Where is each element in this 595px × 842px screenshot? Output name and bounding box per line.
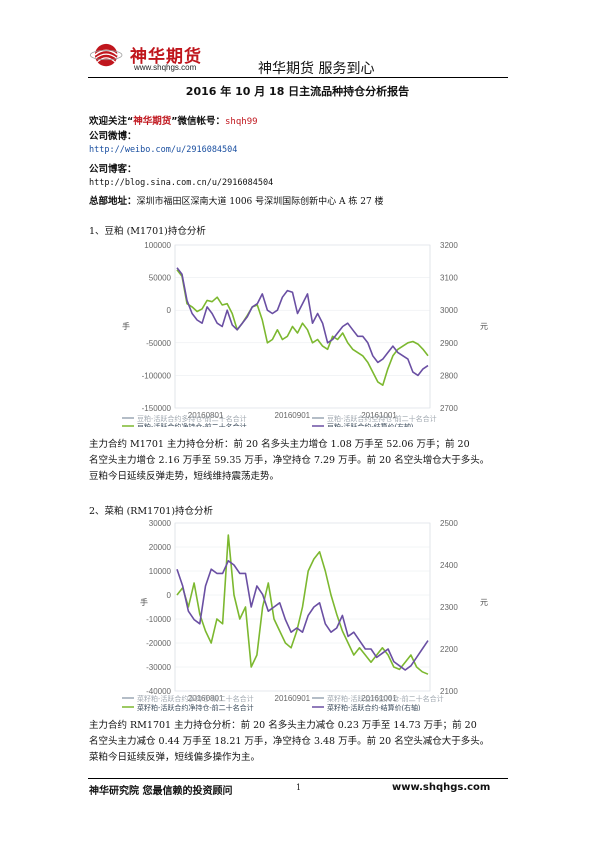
- legend-entry: 菜籽粕-活跃合约空持仓-前二十名合计: [327, 694, 444, 703]
- y-tick-label: 10000: [149, 567, 172, 576]
- y2-axis-unit: 元: [480, 322, 488, 331]
- company-logo: 神华期货 www.shqhgs.com: [88, 42, 228, 76]
- y2-tick-label: 2500: [440, 519, 458, 528]
- y-tick-label: 100000: [144, 241, 171, 250]
- y-axis-unit: 手: [140, 597, 148, 607]
- x-tick-label: 20160801: [188, 411, 224, 420]
- blog-label: 公司博客：: [89, 164, 137, 175]
- address-line: 总部地址：深圳市福田区深南大道 1006 号深圳国际创新中心 A 栋 27 楼: [89, 193, 384, 207]
- y-tick-label: 30000: [149, 519, 172, 528]
- y2-tick-label: 2700: [440, 404, 458, 413]
- analysis-line: 名空头主力增仓 2.16 万手至 59.35 万手，净空持仓 7.29 万手。前…: [89, 455, 490, 466]
- legend-entry: 菜籽粕-活跃合约-结算价(右轴): [327, 703, 420, 711]
- logo-brand-text: 神华期货: [130, 47, 202, 67]
- globe-logo-icon: [89, 43, 123, 67]
- analysis-line: 名空头主力减仓 0.44 万手至 18.21 万手，净空持仓 3.48 万手。前…: [89, 736, 490, 747]
- y2-tick-label: 2400: [440, 561, 458, 570]
- rapeseed-meal-analysis: 主力合约 RM1701 主力持仓分析：前 20 名多头主力减仓 0.23 万手至…: [89, 718, 519, 766]
- y2-tick-label: 2300: [440, 603, 458, 612]
- page-number: 1: [296, 783, 302, 792]
- y2-tick-label: 2100: [440, 687, 458, 696]
- analysis-line: 主力合约 M1701 主力持仓分析：前 20 名多头主力增仓 1.08 万手至 …: [89, 439, 470, 450]
- footer-website[interactable]: www.shqhgs.com: [392, 782, 491, 793]
- footer-divider: [88, 778, 508, 779]
- x-tick-label: 20161001: [361, 411, 397, 420]
- x-tick-label: 20160801: [188, 694, 224, 703]
- y-tick-label: -10000: [146, 615, 171, 624]
- y-tick-label: -20000: [146, 639, 171, 648]
- y-tick-label: 50000: [149, 274, 172, 283]
- weibo-link[interactable]: http://weibo.com/u/2916084504: [89, 145, 238, 155]
- header-divider: [88, 77, 508, 78]
- analysis-line: 主力合约 RM1701 主力持仓分析：前 20 名多头主力减仓 0.23 万手至…: [89, 720, 477, 731]
- y-tick-label: -150000: [142, 404, 172, 413]
- y-tick-label: -40000: [146, 687, 171, 696]
- legend-entry: 豆粕-活跃合约多持仓-前二十名合计: [137, 414, 247, 423]
- rapeseed-meal-position-chart: 30000 20000 10000 0 -10000 -20000 -30000 -40000…: [110, 517, 510, 711]
- legend-entry: 菜籽粕-活跃合约多持仓-前二十名合计: [137, 694, 254, 703]
- series-line: [176, 534, 429, 675]
- legend-entry: 菜籽粕-活跃合约净持仓-前二十名合计: [137, 703, 254, 711]
- section-heading-soymeal: 1、豆粕 (M1701)持仓分析: [89, 226, 206, 237]
- legend-entry: 豆粕-活跃合约-结算价(右轴): [327, 422, 413, 427]
- y-tick-label: 0: [167, 306, 172, 315]
- wechat-id: shqh99: [225, 117, 258, 127]
- soymeal-position-chart: 100000 50000 0 -50000 -100000 -150000 3200 310…: [110, 237, 510, 427]
- x-tick-label: 20160901: [275, 411, 311, 420]
- legend-entry: 豆粕-活跃合约空持仓-前二十名合计: [327, 414, 437, 423]
- y-tick-label: 20000: [149, 543, 172, 552]
- report-title: 2016 年 10 月 18 日主流品种持仓分析报告: [185, 85, 410, 98]
- y2-tick-label: 3100: [440, 274, 458, 283]
- footer-tagline: 神华研究院 您最信赖的投资顾问: [89, 786, 233, 797]
- analysis-line: 菜粕今日延续反弹，短线偏多操作为主。: [89, 752, 261, 763]
- analysis-line: 豆粕今日延续反弹走势，短线维持震荡走势。: [89, 471, 280, 482]
- y2-axis-unit: 元: [480, 598, 488, 607]
- wechat-follow-line: 欢迎关注“神华期货”微信帐号：shqh99: [89, 116, 258, 127]
- y2-tick-label: 2800: [440, 371, 458, 380]
- y2-tick-label: 2900: [440, 339, 458, 348]
- plot-area: [174, 244, 431, 409]
- brand-highlight: 神华期货: [133, 116, 172, 127]
- y-tick-label: -30000: [146, 663, 171, 672]
- y-tick-label: -50000: [146, 339, 171, 348]
- address-label: 总部地址：: [89, 196, 137, 207]
- section-heading-rapeseed-meal: 2、菜粕 (RM1701)持仓分析: [89, 506, 214, 517]
- y2-tick-label: 3200: [440, 241, 458, 250]
- series-line: [176, 267, 429, 377]
- header-slogan: 神华期货 服务到心: [258, 61, 375, 77]
- soymeal-analysis: 主力合约 M1701 主力持仓分析：前 20 名多头主力增仓 1.08 万手至 …: [89, 437, 519, 485]
- weibo-label: 公司微博：: [89, 131, 137, 142]
- address-text: 深圳市福田区深南大道 1006 号深圳国际创新中心 A 栋 27 楼: [136, 197, 384, 207]
- logo-url-text: www.shqhgs.com: [134, 63, 197, 72]
- series-line: [176, 559, 429, 671]
- y-tick-label: -100000: [142, 371, 172, 380]
- y2-tick-label: 2200: [440, 645, 458, 654]
- y2-tick-label: 3000: [440, 306, 458, 315]
- x-tick-label: 20160901: [275, 694, 311, 703]
- y-axis-unit: 手: [122, 321, 130, 331]
- x-tick-label: 20161001: [361, 694, 397, 703]
- legend-entry: 豆粕-活跃合约净持仓-前二十名合计: [137, 422, 247, 427]
- blog-link[interactable]: http://blog.sina.com.cn/u/2916084504: [89, 178, 274, 188]
- series-line: [176, 269, 429, 386]
- y-tick-label: 0: [167, 591, 172, 600]
